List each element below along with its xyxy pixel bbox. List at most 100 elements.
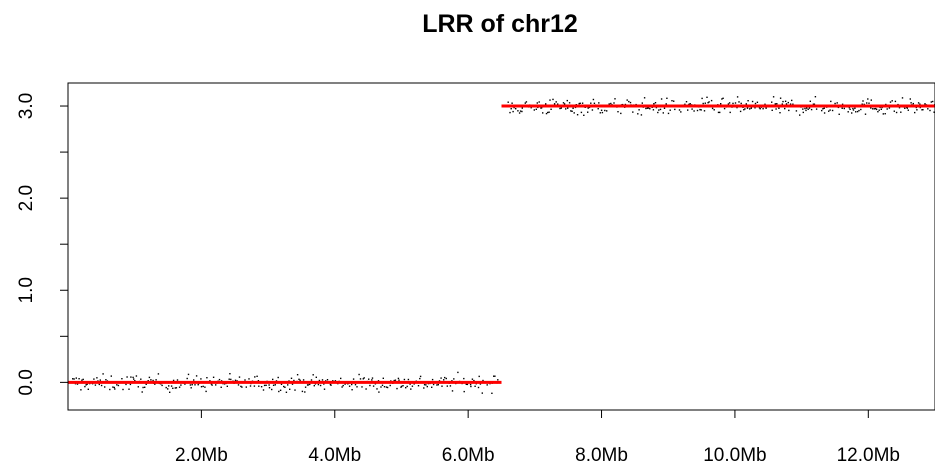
data-point <box>152 379 154 382</box>
data-point <box>463 377 465 380</box>
y-tick-label: 1.0 <box>16 277 37 303</box>
data-point <box>813 103 816 105</box>
data-point <box>563 103 566 105</box>
data-point <box>610 102 612 105</box>
data-point <box>172 379 175 382</box>
data-point <box>133 378 135 380</box>
data-point <box>689 103 691 105</box>
data-point <box>775 108 777 110</box>
data-point <box>802 108 804 110</box>
data-point <box>891 100 893 102</box>
data-point <box>441 385 443 387</box>
data-point <box>271 388 273 391</box>
data-point <box>568 102 571 104</box>
data-point <box>263 384 266 387</box>
data-point <box>669 109 671 111</box>
data-point <box>85 384 87 386</box>
data-point <box>593 102 596 104</box>
data-point <box>649 108 651 110</box>
data-point <box>749 108 751 110</box>
data-point <box>856 110 859 113</box>
data-point <box>693 110 695 112</box>
data-point <box>140 378 142 380</box>
data-point <box>601 111 604 114</box>
data-point <box>449 385 452 387</box>
data-point <box>80 389 82 391</box>
data-point <box>870 99 872 101</box>
data-point <box>583 114 585 116</box>
data-point <box>662 112 664 114</box>
data-point <box>403 378 406 381</box>
data-point <box>457 371 459 374</box>
data-point <box>446 385 448 387</box>
data-point <box>253 385 256 387</box>
data-point <box>93 378 95 380</box>
data-point <box>244 379 246 381</box>
data-point <box>919 103 921 105</box>
data-point <box>646 107 649 109</box>
data-point <box>268 384 270 386</box>
data-point <box>901 97 904 99</box>
data-point <box>736 106 738 109</box>
data-point <box>378 391 380 393</box>
data-point <box>814 96 817 98</box>
data-point <box>863 103 865 106</box>
data-point <box>525 101 528 103</box>
data-point <box>640 114 643 116</box>
data-point <box>776 103 778 105</box>
data-point <box>223 383 226 385</box>
y-tick-label: 0.0 <box>16 369 37 395</box>
data-point <box>713 109 715 111</box>
data-point <box>765 107 767 109</box>
data-point <box>764 103 766 105</box>
data-point <box>206 377 208 379</box>
data-point <box>184 383 186 385</box>
data-point <box>372 385 375 387</box>
data-point <box>294 389 296 391</box>
data-point <box>332 380 334 382</box>
data-point <box>572 107 574 109</box>
data-point <box>469 383 472 386</box>
data-point <box>788 109 790 112</box>
data-point <box>821 109 823 112</box>
data-point <box>872 108 874 110</box>
data-point <box>137 386 139 388</box>
data-point <box>471 378 474 380</box>
data-point <box>772 96 775 98</box>
data-point <box>579 102 581 104</box>
data-point <box>628 100 630 103</box>
data-point <box>696 109 699 112</box>
data-point <box>315 376 317 378</box>
data-point <box>849 108 851 110</box>
data-point <box>535 108 537 110</box>
data-point <box>587 111 589 113</box>
data-point <box>838 113 840 115</box>
data-point <box>98 383 100 386</box>
data-point <box>841 103 844 105</box>
data-point <box>836 102 838 104</box>
data-point <box>717 111 720 114</box>
data-point <box>907 109 909 111</box>
data-point <box>781 103 783 105</box>
data-point <box>750 107 752 109</box>
data-point <box>362 378 364 380</box>
data-point <box>914 111 916 114</box>
data-point <box>687 109 689 111</box>
data-point <box>377 380 380 382</box>
data-point <box>205 390 207 393</box>
data-point <box>394 379 397 381</box>
data-point <box>200 378 202 380</box>
data-point <box>829 109 831 111</box>
data-point <box>440 377 442 379</box>
data-point <box>486 384 488 386</box>
data-point <box>351 383 353 386</box>
data-point <box>94 384 97 386</box>
data-point <box>419 377 421 380</box>
data-point <box>721 98 723 100</box>
data-point <box>365 388 367 390</box>
data-point <box>580 111 583 114</box>
data-point <box>363 377 365 379</box>
data-point <box>590 102 592 104</box>
data-point <box>852 109 855 111</box>
